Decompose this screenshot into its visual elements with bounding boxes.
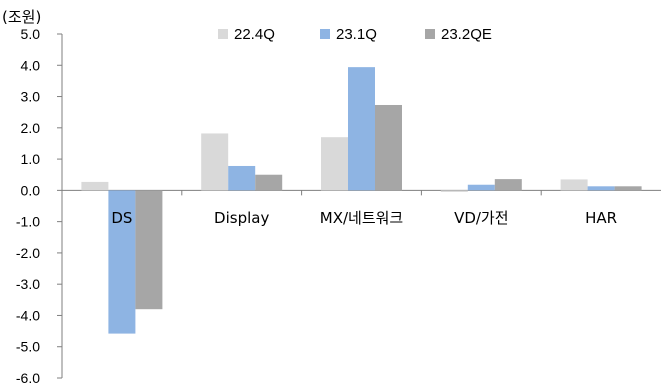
bar [587, 186, 615, 191]
bar [108, 190, 136, 334]
category-label: VD/가전 [454, 209, 508, 227]
bar [560, 179, 588, 191]
y-tick-label: -3.0 [16, 276, 40, 292]
legend: 22.4Q 23.1Q 23.2QE [218, 26, 492, 43]
y-tick-label: -6.0 [16, 370, 40, 386]
y-tick-label: 4.0 [21, 57, 41, 73]
category-label: Display [214, 209, 269, 227]
y-tick-label: -5.0 [16, 339, 40, 355]
legend-label: 23.2QE [441, 26, 492, 43]
y-tick-label: 3.0 [21, 89, 41, 105]
legend-swatch [218, 29, 228, 39]
y-tick-label: 0.0 [21, 182, 41, 198]
bar [440, 190, 468, 192]
bar [255, 174, 283, 191]
bar [614, 186, 642, 191]
legend-label: 23.1Q [336, 26, 377, 43]
category-labels: DS Display MX/네트워크 VD/가전 HAR [111, 209, 617, 227]
bar [494, 179, 522, 191]
bars [81, 67, 642, 334]
y-tick-label: 1.0 [21, 151, 41, 167]
y-axis-unit-label: (조원) [2, 8, 42, 26]
y-tick-label: 5.0 [21, 26, 41, 42]
bar [81, 181, 109, 191]
legend-label: 22.4Q [234, 26, 275, 43]
bar [467, 184, 495, 191]
bar [348, 67, 375, 191]
bar [201, 133, 229, 191]
legend-swatch [320, 29, 330, 39]
y-tick-label: 2.0 [21, 120, 41, 136]
category-label: DS [111, 209, 132, 227]
bar [135, 190, 163, 310]
y-axis-ticks: 5.0 4.0 3.0 2.0 1.0 0.0 -1.0 -2.0 -3.0 -4.0 -5.0 -6… [16, 26, 62, 386]
y-tick-label: -4.0 [16, 307, 40, 323]
bar [321, 137, 348, 191]
y-tick-label: -2.0 [16, 245, 40, 261]
legend-swatch [425, 29, 435, 39]
bar [228, 165, 256, 191]
y-tick-label: -1.0 [16, 214, 40, 230]
category-label: MX/네트워크 [320, 209, 403, 227]
category-label: HAR [585, 209, 617, 227]
bar [375, 104, 402, 191]
